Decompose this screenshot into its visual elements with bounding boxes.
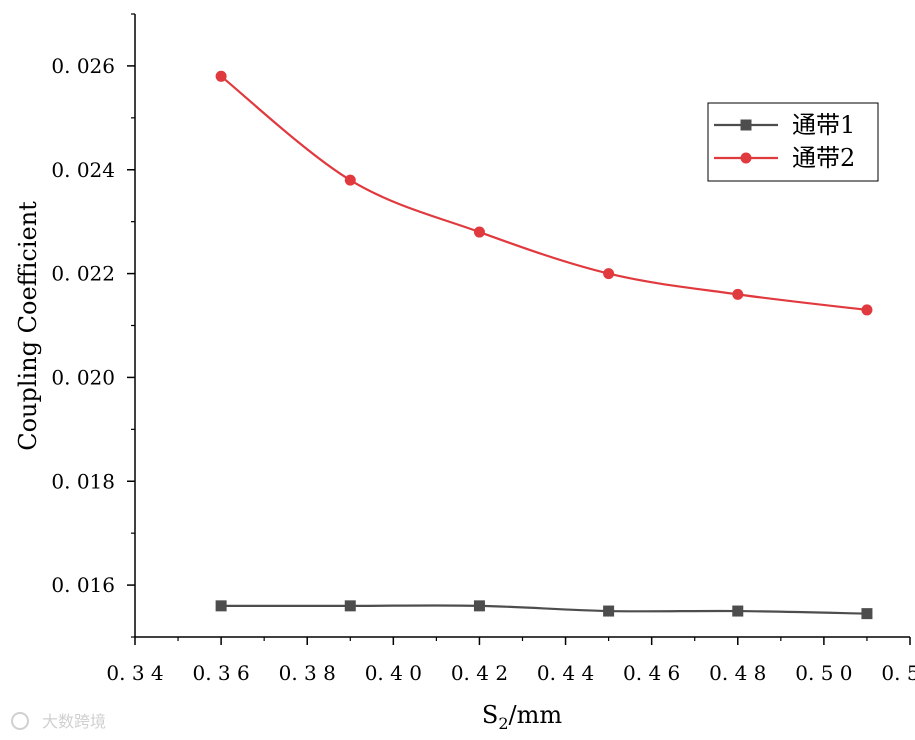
y-axis-title: Coupling Coefficient xyxy=(14,201,42,451)
x-tick-label: 0. 5 2 xyxy=(881,661,915,685)
x-tick-label: 0. 4 0 xyxy=(365,661,422,685)
y-tick-label: 0. 026 xyxy=(51,54,115,78)
series-2-point xyxy=(603,268,615,280)
x-axis-title-subscript: 2 xyxy=(498,714,508,733)
legend-marker xyxy=(740,152,752,164)
legend-box xyxy=(707,102,879,182)
x-tick-label: 0. 5 0 xyxy=(795,661,852,685)
x-tick-label: 0. 3 4 xyxy=(106,661,163,685)
series-1-line xyxy=(221,604,867,615)
series-2-point xyxy=(215,70,227,82)
x-axis-title-unit: /mm xyxy=(509,701,563,729)
series-2-point xyxy=(732,288,744,300)
x-tick-label: 0. 3 6 xyxy=(192,661,249,685)
x-tick-label: 0. 4 6 xyxy=(623,661,680,685)
series-1-point xyxy=(861,608,873,620)
y-tick-label: 0. 020 xyxy=(51,365,115,389)
series-1-point xyxy=(215,600,227,612)
series-layer xyxy=(215,70,873,620)
series-2 xyxy=(215,70,873,316)
watermark: 大数跨境 xyxy=(11,712,106,731)
watermark-logo-icon xyxy=(11,712,29,730)
x-tick-label: 0. 4 4 xyxy=(537,661,594,685)
y-tick-label: 0. 018 xyxy=(51,469,115,493)
series-2-line xyxy=(220,75,868,312)
x-tick-label: 0. 4 8 xyxy=(709,661,766,685)
axes: 0. 3 4 0. 3 6 0. 3 8 0. 4 0 0. 4 2 0. 4 4 0. 4… xyxy=(51,13,915,685)
y-tick-label: 0. 024 xyxy=(51,158,115,182)
x-tick-label: 0. 4 2 xyxy=(451,661,508,685)
series-1-point xyxy=(344,600,356,612)
series-1-point xyxy=(732,605,744,617)
legend-marker xyxy=(740,119,752,131)
x-tick-label: 0. 3 8 xyxy=(279,661,336,685)
series-1-point xyxy=(473,600,485,612)
watermark-text: 大数跨境 xyxy=(42,712,106,731)
y-tick-label: 0. 016 xyxy=(51,573,115,597)
y-tick-label: 0. 022 xyxy=(51,262,115,286)
series-2-point xyxy=(344,174,356,186)
series-2-point xyxy=(861,304,873,316)
series-1 xyxy=(215,600,873,620)
series-1-point xyxy=(603,605,615,617)
series-2-point xyxy=(473,226,485,238)
x-axis-title: S2/mm xyxy=(482,701,562,733)
legend-label: 通带1 xyxy=(792,111,855,139)
legend-label: 通带2 xyxy=(792,144,855,172)
